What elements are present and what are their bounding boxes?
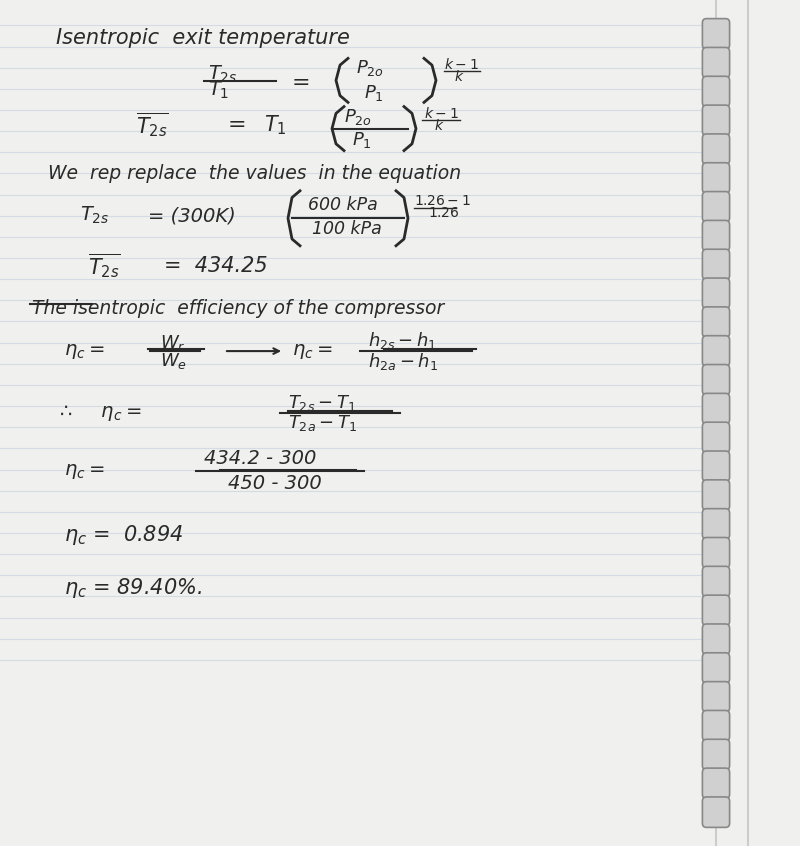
Text: $P_1$: $P_1$ [352, 129, 372, 150]
FancyBboxPatch shape [702, 508, 730, 539]
FancyBboxPatch shape [702, 19, 730, 49]
Text: $\eta_c$ =  0.894: $\eta_c$ = 0.894 [64, 523, 183, 547]
FancyBboxPatch shape [702, 653, 730, 684]
FancyBboxPatch shape [702, 365, 730, 395]
Text: $T_{2s}$: $T_{2s}$ [80, 205, 110, 227]
FancyBboxPatch shape [702, 711, 730, 741]
FancyBboxPatch shape [702, 624, 730, 655]
Text: We  rep replace  the values  in the equation: We rep replace the values in the equatio… [48, 164, 461, 183]
Text: $T_{2s}$: $T_{2s}$ [208, 63, 238, 85]
FancyBboxPatch shape [702, 105, 730, 135]
Text: $k$: $k$ [434, 118, 444, 133]
Text: $\eta_c =$: $\eta_c =$ [64, 342, 105, 360]
FancyBboxPatch shape [702, 682, 730, 712]
Text: $k$: $k$ [454, 69, 465, 84]
FancyBboxPatch shape [702, 134, 730, 164]
FancyBboxPatch shape [702, 537, 730, 568]
FancyBboxPatch shape [702, 566, 730, 596]
Text: The isentropic  efficiency of the compressor: The isentropic efficiency of the compres… [32, 299, 444, 318]
FancyBboxPatch shape [702, 307, 730, 338]
Text: $1.26$: $1.26$ [428, 206, 459, 220]
Text: = (300K): = (300K) [148, 206, 236, 225]
FancyBboxPatch shape [702, 191, 730, 222]
Text: $1.26-1$: $1.26-1$ [414, 195, 471, 208]
FancyBboxPatch shape [702, 336, 730, 366]
Text: $k-1$: $k-1$ [444, 57, 478, 72]
FancyBboxPatch shape [702, 451, 730, 481]
FancyBboxPatch shape [702, 739, 730, 770]
Text: $W_r$: $W_r$ [160, 332, 186, 353]
FancyBboxPatch shape [702, 768, 730, 799]
Text: =: = [228, 115, 246, 135]
Text: $P_1$: $P_1$ [364, 83, 384, 103]
Text: $T_{2a} - T_1$: $T_{2a} - T_1$ [288, 413, 357, 433]
FancyBboxPatch shape [702, 480, 730, 510]
Text: $T_1$: $T_1$ [264, 113, 286, 137]
Text: $\overline{T_{2s}}$: $\overline{T_{2s}}$ [88, 252, 120, 281]
Text: =  434.25: = 434.25 [164, 256, 268, 277]
Text: 600 kPa: 600 kPa [308, 195, 378, 214]
Text: 450 - 300: 450 - 300 [228, 475, 322, 493]
Text: 100 kPa: 100 kPa [312, 220, 382, 239]
Text: $\eta_c =$: $\eta_c =$ [292, 342, 333, 360]
FancyBboxPatch shape [702, 393, 730, 424]
Text: =: = [292, 73, 310, 93]
Text: $h_{2s} - h_1$: $h_{2s} - h_1$ [368, 331, 437, 351]
FancyBboxPatch shape [702, 76, 730, 107]
FancyBboxPatch shape [702, 595, 730, 625]
FancyBboxPatch shape [702, 278, 730, 309]
Text: $T_{2s} - T_1$: $T_{2s} - T_1$ [288, 393, 356, 413]
Text: $\therefore$    $\eta_c =$: $\therefore$ $\eta_c =$ [56, 403, 142, 423]
FancyBboxPatch shape [702, 162, 730, 193]
FancyBboxPatch shape [702, 250, 730, 280]
Text: $\eta_c =$: $\eta_c =$ [64, 462, 105, 481]
FancyBboxPatch shape [702, 47, 730, 78]
Text: $P_{2o}$: $P_{2o}$ [344, 107, 372, 127]
FancyBboxPatch shape [702, 797, 730, 827]
Text: $W_e$: $W_e$ [160, 351, 187, 371]
Text: $T_1$: $T_1$ [208, 80, 230, 102]
FancyBboxPatch shape [702, 422, 730, 453]
FancyBboxPatch shape [702, 221, 730, 251]
Text: $\overline{T_{2s}}$: $\overline{T_{2s}}$ [136, 111, 168, 140]
Text: Isentropic  exit temperature: Isentropic exit temperature [56, 28, 350, 48]
Text: $h_{2a} - h_1$: $h_{2a} - h_1$ [368, 351, 438, 371]
Text: 434.2 - 300: 434.2 - 300 [204, 449, 316, 468]
Text: $k-1$: $k-1$ [424, 106, 458, 121]
Text: $\eta_c$ = 89.40%.: $\eta_c$ = 89.40%. [64, 576, 202, 600]
Text: $P_{2o}$: $P_{2o}$ [356, 58, 384, 78]
